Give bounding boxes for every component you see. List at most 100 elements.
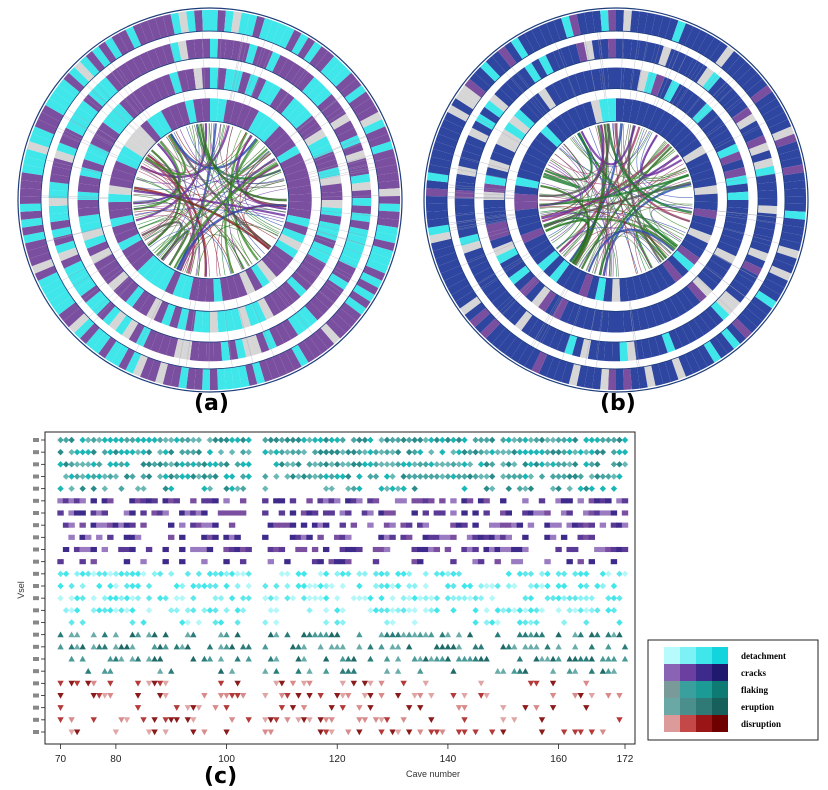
ring-segment bbox=[193, 67, 204, 90]
data-point bbox=[90, 631, 97, 638]
ring-segment bbox=[723, 167, 747, 180]
ring-segment bbox=[687, 227, 712, 244]
data-point bbox=[306, 717, 313, 724]
data-point bbox=[405, 436, 413, 444]
ring-segment bbox=[718, 88, 738, 107]
data-point bbox=[538, 607, 546, 614]
ring-segment bbox=[444, 271, 467, 289]
ring-segment bbox=[461, 240, 483, 254]
data-point bbox=[267, 559, 275, 565]
data-point bbox=[85, 461, 92, 468]
ring-segment bbox=[532, 244, 556, 265]
spoke-line bbox=[311, 195, 379, 198]
data-point bbox=[96, 473, 103, 480]
ring-segment bbox=[720, 290, 741, 309]
data-point bbox=[511, 546, 518, 553]
spoke-line bbox=[46, 225, 112, 243]
ring-segment bbox=[651, 43, 664, 65]
ring-segment bbox=[667, 255, 689, 278]
data-point bbox=[118, 436, 125, 444]
data-point bbox=[101, 510, 109, 516]
data-point bbox=[62, 570, 70, 578]
data-point bbox=[372, 570, 380, 578]
ring-segment bbox=[611, 278, 621, 302]
data-point bbox=[234, 546, 241, 553]
data-point bbox=[394, 461, 402, 468]
data-point bbox=[472, 655, 479, 662]
data-point bbox=[455, 448, 463, 456]
data-point bbox=[73, 570, 81, 578]
ring-border bbox=[446, 30, 786, 370]
data-point bbox=[527, 607, 535, 614]
data-point bbox=[389, 607, 396, 614]
data-point bbox=[483, 498, 490, 504]
ring-segment bbox=[483, 200, 505, 209]
ring-segment bbox=[161, 74, 176, 97]
ring-segment bbox=[252, 361, 265, 385]
ring-segment bbox=[21, 224, 45, 236]
ring-segment bbox=[491, 290, 512, 309]
data-point bbox=[372, 498, 380, 504]
ring-segment bbox=[118, 62, 136, 83]
spoke-line bbox=[135, 291, 166, 352]
ring-segment bbox=[686, 281, 707, 303]
data-point bbox=[234, 534, 241, 540]
ring-segment bbox=[342, 142, 364, 157]
ring-segment bbox=[459, 296, 482, 315]
ring-segment bbox=[146, 48, 162, 70]
ring-segment bbox=[108, 208, 133, 220]
data-point bbox=[417, 705, 424, 711]
data-point bbox=[361, 510, 369, 516]
data-point bbox=[417, 631, 424, 638]
ring-segment bbox=[177, 40, 189, 61]
data-point bbox=[123, 570, 131, 578]
data-point bbox=[505, 448, 512, 456]
data-point bbox=[372, 546, 380, 553]
data-point bbox=[90, 546, 97, 553]
data-point bbox=[306, 631, 313, 638]
link-curve bbox=[592, 124, 630, 274]
data-point bbox=[334, 607, 341, 614]
ring-segment bbox=[168, 103, 185, 129]
data-point bbox=[477, 655, 485, 662]
data-point bbox=[300, 705, 308, 711]
data-point bbox=[571, 692, 579, 699]
ring-segment bbox=[362, 265, 386, 281]
data-point bbox=[621, 655, 629, 662]
data-point bbox=[206, 643, 214, 650]
data-point bbox=[455, 705, 463, 711]
data-point bbox=[405, 594, 413, 602]
data-point bbox=[145, 631, 153, 638]
spoke-line bbox=[302, 242, 364, 271]
data-point bbox=[583, 534, 590, 540]
data-point bbox=[577, 594, 584, 602]
data-point bbox=[610, 461, 618, 468]
x-ticks: 70 80 100 120 140 160 172 bbox=[55, 744, 634, 765]
data-point bbox=[151, 729, 158, 736]
ring-segment bbox=[656, 263, 676, 288]
data-point bbox=[129, 607, 136, 614]
data-point bbox=[383, 510, 391, 516]
spoke-line bbox=[88, 270, 137, 318]
ring-segment bbox=[81, 227, 105, 241]
data-point bbox=[212, 473, 219, 480]
ring-segment bbox=[648, 107, 666, 132]
ring-segment bbox=[600, 10, 609, 32]
ring-segment bbox=[568, 363, 581, 386]
ring-segment bbox=[706, 259, 728, 278]
data-point bbox=[295, 546, 302, 553]
data-point bbox=[350, 485, 358, 492]
data-point bbox=[328, 705, 335, 711]
data-point bbox=[538, 631, 546, 638]
legend-swatch bbox=[664, 647, 680, 664]
ring-segment bbox=[734, 273, 755, 290]
data-point bbox=[466, 546, 474, 553]
data-point bbox=[538, 582, 546, 590]
ring-segment bbox=[201, 67, 210, 89]
data-point bbox=[394, 643, 402, 650]
ring-segment bbox=[320, 56, 341, 77]
data-point bbox=[195, 510, 203, 516]
data-point bbox=[267, 448, 275, 456]
data-point bbox=[234, 485, 241, 492]
spoke-line bbox=[216, 31, 222, 99]
